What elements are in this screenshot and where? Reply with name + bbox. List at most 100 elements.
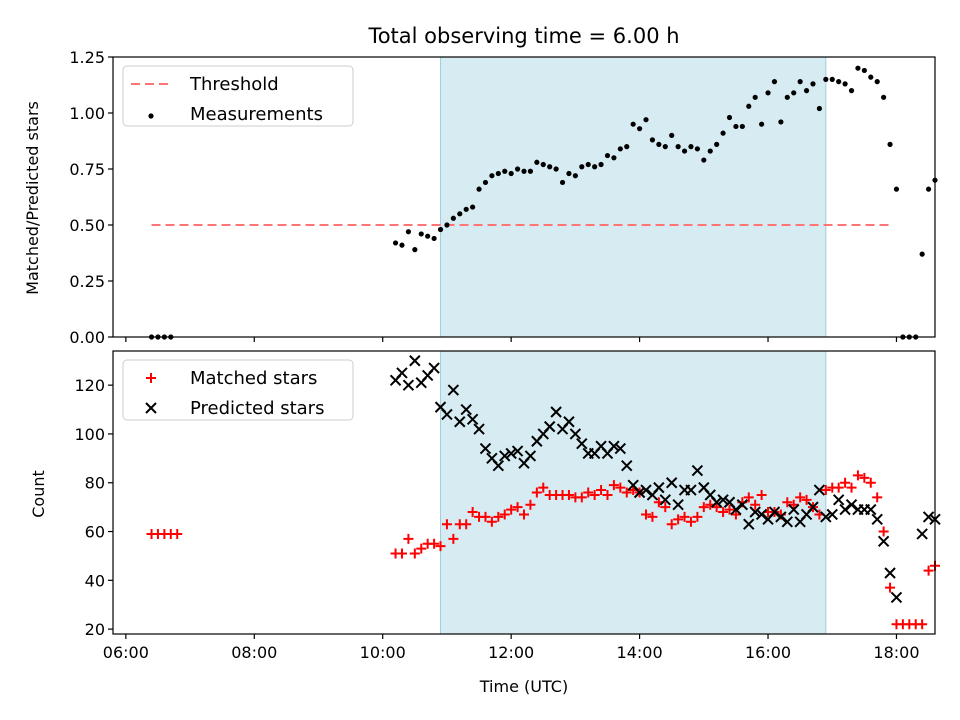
data-point [852,470,863,481]
data-point [392,240,399,246]
data-point [718,507,729,518]
data-point [816,105,823,112]
data-point [916,528,928,540]
data-point [701,157,707,163]
data-point [566,170,572,177]
bottom-panel: 20 40 60 80 100 120 06:00 08:00 10:00 12:00 14:00 1… [74,350,941,662]
data-point [673,514,684,525]
data-point [521,168,527,174]
data-point [553,166,559,172]
data-point [788,503,800,516]
data-point [396,367,408,379]
data-point [829,76,835,82]
data-point [925,186,932,192]
data-point [778,119,784,125]
data-point [749,506,761,518]
data-point [640,484,652,496]
data-point [543,420,556,433]
x-tick-label: 08:00 [231,643,277,662]
data-point [505,447,517,460]
data-point [859,472,870,483]
data-point [801,494,812,505]
data-point [583,487,594,498]
y-tick-label: 0.25 [69,272,105,291]
data-point [412,247,418,253]
data-point [820,485,831,496]
data-point [893,186,900,192]
data-point [399,242,405,248]
data-point [608,440,620,452]
data-point [480,511,491,522]
data-point [596,485,607,496]
data-point [598,161,604,168]
data-point [511,445,524,457]
data-point [730,503,742,516]
legend-label: Threshold [189,74,279,95]
data-point [660,502,671,513]
data-point [431,235,437,242]
data-point [531,487,542,498]
data-point [457,211,463,217]
data-point [685,484,697,496]
data-point [479,442,492,455]
data-point [791,90,797,96]
data-point [493,511,504,522]
data-point [855,65,861,71]
data-point [621,487,632,498]
data-point [846,482,857,493]
data-point [820,511,832,523]
data-point [429,538,440,549]
y-tick-label: 20 [85,620,105,639]
data-point [641,509,652,520]
data-point [454,416,466,428]
data-point [871,513,883,526]
data-point [839,503,851,516]
data-point [923,565,934,576]
data-point [765,90,771,96]
data-point [707,148,713,154]
series-predicted-stars [389,355,941,604]
legend: Threshold Measurements [122,65,354,127]
x-tick-label: 06:00 [103,643,149,662]
data-point [633,486,646,499]
data-point [669,132,675,138]
data-point [540,161,546,168]
data-point [832,494,845,506]
data-point [885,582,896,593]
data-point [688,144,694,150]
data-point [733,123,739,130]
data-point [437,226,444,233]
data-point [647,511,658,522]
data-point [466,413,479,426]
data-point [872,492,883,503]
data-point [666,519,677,530]
data-point [836,79,842,85]
data-point [823,76,829,82]
data-point [807,501,819,513]
data-point [795,492,806,503]
data-point [717,494,729,506]
x-tick-label: 10:00 [360,643,406,662]
data-point [470,204,476,210]
data-point [919,251,925,257]
y-tick-label: 40 [85,571,105,590]
data-point [842,81,848,87]
data-point [447,384,460,396]
y-tick-label: 1.25 [69,48,105,67]
data-point [874,79,880,85]
y-tick-label: 80 [85,474,105,493]
data-point [495,170,501,177]
x-tick-label: 18:00 [873,643,919,662]
top-y-axis-label: Matched/Predicted stars [23,101,42,295]
data-point [538,482,549,493]
data-point [922,511,935,523]
data-point [868,74,874,80]
plot-frame [112,56,936,338]
data-point [884,567,896,579]
y-tick-label: 120 [74,376,105,395]
y-tick-label: 100 [74,425,105,444]
data-point [502,168,508,174]
data-point [585,161,591,168]
data-point [572,173,578,179]
